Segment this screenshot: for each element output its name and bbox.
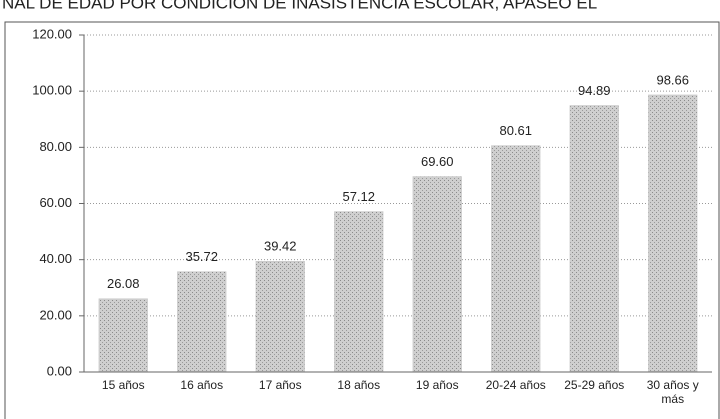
x-tick-label: 18 años	[337, 378, 381, 392]
bar	[334, 211, 384, 373]
value-label: 26.08	[107, 276, 140, 291]
x-tick-label: 15 años	[101, 378, 145, 392]
x-tick-label: 19 años	[415, 378, 459, 392]
y-tick-label: 0.00	[47, 363, 72, 378]
x-tick-label: 16 años	[180, 378, 224, 392]
value-label: 57.12	[342, 189, 375, 204]
bar	[177, 271, 227, 373]
value-label: 39.42	[264, 239, 297, 254]
value-label: 98.66	[656, 72, 689, 87]
bar	[569, 105, 619, 373]
x-tick-label: 30 años y más	[646, 378, 699, 406]
x-tick-label: 20-24 años	[485, 378, 546, 392]
value-label: 35.72	[185, 249, 218, 264]
y-tick-label: 20.00	[39, 307, 72, 322]
frame	[4, 21, 720, 419]
bar	[98, 298, 148, 373]
bar	[255, 261, 305, 373]
value-label: 94.89	[578, 83, 611, 98]
value-label: 80.61	[499, 123, 532, 138]
value-label: 69.60	[421, 154, 454, 169]
x-tick-label: 17 años	[258, 378, 302, 392]
bar	[648, 94, 698, 373]
bar	[491, 145, 541, 373]
y-tick-label: 40.00	[39, 251, 72, 266]
y-tick-label: 60.00	[39, 195, 72, 210]
bar	[412, 176, 462, 373]
y-tick-label: 120.00	[32, 26, 72, 41]
y-tick-label: 100.00	[32, 83, 72, 98]
chart-title: NAL DE EDAD POR CONDICIÓN DE INASISTENCI…	[2, 0, 597, 12]
x-tick-label: 25-29 años	[564, 378, 625, 392]
y-tick-label: 80.00	[39, 139, 72, 154]
